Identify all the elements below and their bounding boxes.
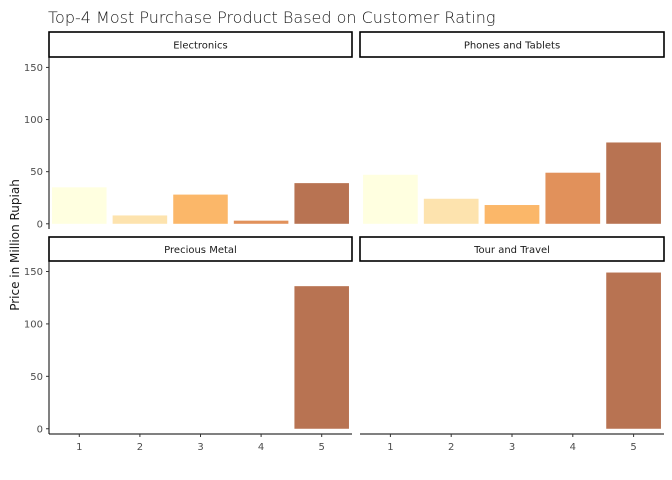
facet-strip-label: Tour and Travel [473, 245, 550, 256]
x-tick-label: 5 [319, 442, 325, 453]
facet-panel: Electronics 0 50 100 150 [24, 31, 353, 230]
x-tick-label: 4 [258, 442, 264, 453]
bar [52, 187, 107, 224]
x-tick-label: 3 [197, 442, 203, 453]
bar [233, 220, 289, 224]
y-tick-label: 150 [24, 267, 43, 278]
y-tick-label: 100 [24, 115, 43, 126]
bar [606, 272, 661, 429]
y-tick-label: 150 [24, 63, 43, 74]
y-tick-label: 100 [24, 319, 43, 330]
facet-strip [359, 236, 665, 262]
x-tick-label: 4 [570, 442, 576, 453]
chart-title: Top-4 Most Purchase Product Based on Cus… [48, 8, 495, 27]
y-tick-label: 50 [30, 372, 43, 383]
x-tick-label: 2 [137, 442, 143, 453]
x-tick-label: 5 [630, 442, 636, 453]
bar [294, 286, 349, 429]
facet-strip-label: Phones and Tablets [464, 41, 560, 52]
facet-strip [48, 31, 353, 58]
facet-panel: Phones and Tablets [359, 31, 665, 224]
bar [294, 183, 349, 224]
facet-strip [48, 236, 353, 262]
y-tick-label: 50 [30, 167, 43, 178]
bar [484, 205, 540, 224]
bar [423, 198, 479, 224]
facet-strip-label: Precious Metal [164, 245, 237, 256]
x-tick-label: 1 [76, 442, 82, 453]
bar [545, 172, 601, 224]
facet-panel: Tour and Travel 1 2 3 4 5 [359, 236, 665, 453]
facet-strip-label: Electronics [173, 41, 228, 52]
facet-strip [359, 31, 665, 58]
x-tick-label: 2 [448, 442, 454, 453]
y-tick-label: 0 [37, 424, 43, 435]
facet-panel: Precious Metal 0 50 100 150 1 2 3 4 5 [24, 236, 353, 453]
x-tick-label: 3 [509, 442, 515, 453]
x-tick-label: 1 [387, 442, 393, 453]
bar [173, 194, 228, 224]
bar [363, 174, 418, 224]
y-axis-label: Price in Million Rupiah [8, 179, 22, 311]
bar [112, 215, 168, 224]
y-tick-label: 0 [37, 219, 43, 230]
bar [606, 142, 661, 224]
